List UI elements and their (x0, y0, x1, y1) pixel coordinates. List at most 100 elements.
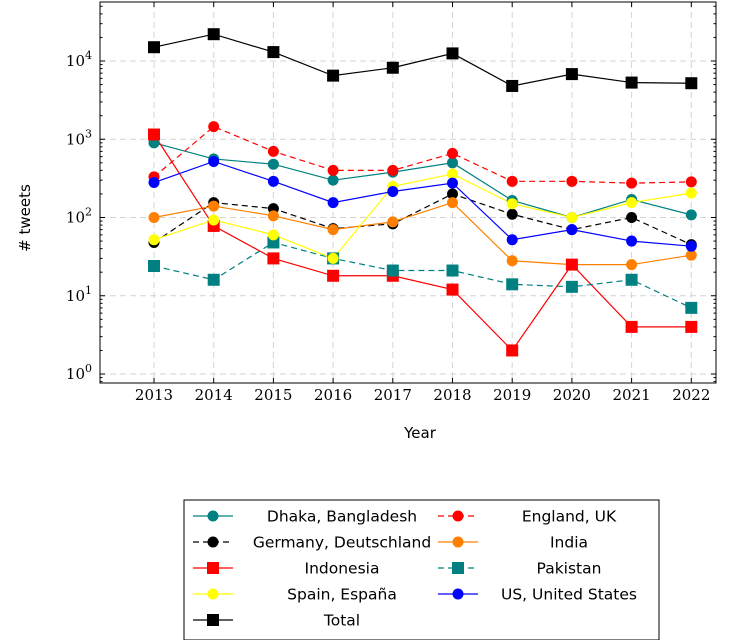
data-point-us-united-states (148, 177, 160, 189)
x-tick-label: 2015 (254, 386, 292, 404)
series-line-us-united-states (153, 160, 692, 247)
data-point-dhaka-bangladesh (267, 158, 279, 170)
legend-box (183, 499, 660, 640)
data-point-spain-espana (447, 168, 458, 180)
data-point-pakistan (446, 264, 459, 277)
data-point-spain-espana (208, 214, 220, 226)
y-tick-label: 102 (66, 206, 92, 227)
data-point-indonesia (446, 283, 459, 296)
data-point-india (327, 224, 339, 236)
data-point-spain-espana (148, 234, 160, 246)
legend-label-indonesia: Indonesia (305, 560, 380, 578)
x-tick-label: 2016 (314, 386, 352, 404)
data-point-spain-espana (327, 252, 339, 264)
data-point-india (208, 200, 220, 212)
legend-label-spain-espana: Spain, España (287, 586, 397, 604)
data-point-total (207, 28, 220, 41)
series-line-india (153, 201, 692, 266)
data-point-pakistan (565, 280, 578, 293)
grid-lines (100, 2, 716, 383)
data-point-total (446, 47, 459, 60)
legend-item-spain-espana: Spain, España (193, 586, 397, 604)
series-line-indonesia (153, 134, 692, 352)
data-point-us-united-states (267, 175, 279, 187)
data-point-indonesia (685, 320, 698, 333)
data-point-total (386, 61, 399, 74)
data-point-spain-espana (685, 187, 697, 199)
x-tick-label: 2017 (374, 386, 412, 404)
data-point-spain-espana (506, 198, 518, 210)
data-point-indonesia (506, 344, 519, 357)
y-axis-label: # tweets (16, 184, 34, 252)
legend-label-us-united-states: US, United States (501, 586, 637, 604)
y-tick-label: 104 (66, 49, 92, 70)
data-point-us-united-states (447, 177, 458, 189)
data-point-spain-espana (267, 229, 279, 241)
data-point-india (387, 216, 399, 228)
x-tick-label: 2014 (195, 386, 233, 404)
data-point-pakistan (506, 278, 519, 291)
legend-item-india: India (438, 534, 588, 552)
data-point-indonesia (565, 258, 578, 271)
legend-marker-germany-deutschland (207, 536, 219, 548)
legend-marker-pakistan (452, 562, 464, 574)
legend-label-total: Total (323, 612, 360, 630)
series-line-pakistan (153, 241, 692, 309)
legend-marker-total (207, 614, 219, 626)
data-point-dhaka-bangladesh (685, 209, 697, 221)
legend-label-england-uk: England, UK (522, 508, 617, 526)
legend-label-pakistan: Pakistan (537, 560, 602, 578)
legend-marker-dhaka-bangladesh (207, 510, 219, 522)
data-point-india (447, 197, 458, 209)
legend-item-england-uk: England, UK (438, 508, 617, 526)
x-tick-label: 2018 (433, 386, 471, 404)
data-point-germany-deutschland (447, 188, 458, 200)
data-point-us-united-states (506, 234, 518, 246)
legend-marker-spain-espana (207, 588, 219, 600)
legend-marker-india (452, 536, 464, 548)
data-point-total (267, 46, 280, 59)
data-point-england-uk (626, 177, 638, 189)
axis-ticks (100, 2, 716, 383)
data-point-indonesia (267, 252, 280, 265)
data-point-england-uk (387, 164, 399, 176)
y-tick-label: 100 (66, 362, 92, 383)
data-point-pakistan (148, 259, 160, 272)
data-point-us-united-states (566, 224, 578, 236)
data-point-india (148, 212, 160, 223)
data-point-pakistan (625, 273, 638, 286)
legend-label-india: India (550, 534, 588, 552)
data-point-us-united-states (685, 240, 697, 252)
data-point-us-united-states (387, 185, 399, 197)
data-point-england-uk (566, 175, 578, 187)
data-point-dhaka-bangladesh (447, 157, 458, 169)
legend-item-germany-deutschland: Germany, Deutschland (193, 534, 431, 552)
data-point-total (327, 69, 340, 82)
data-point-total (685, 77, 698, 90)
legend: Dhaka, Bangladesh England, UK Germany, Deu… (183, 499, 660, 640)
series-line-spain-espana (153, 173, 692, 260)
x-tick-label: 2019 (493, 386, 531, 404)
series-markers (148, 28, 698, 357)
legend-item-us-united-states: US, United States (438, 586, 637, 604)
y-tick-labels: 100 101 102 103 104 (66, 49, 92, 383)
y-tick-label: 103 (66, 127, 92, 148)
x-axis-label: Year (403, 424, 437, 442)
series-line-england-uk (153, 125, 692, 184)
data-point-us-united-states (208, 155, 220, 167)
legend-marker-england-uk (452, 510, 464, 522)
data-point-indonesia (625, 320, 638, 333)
data-point-england-uk (327, 164, 339, 176)
legend-item-total: Total (193, 612, 360, 630)
data-point-india (626, 259, 638, 271)
data-point-total (148, 41, 160, 54)
data-point-pakistan (207, 273, 220, 286)
data-point-pakistan (386, 264, 399, 277)
y-tick-label: 101 (66, 284, 92, 305)
x-tick-label: 2020 (553, 386, 591, 404)
data-point-us-united-states (626, 235, 638, 247)
series-line-dhaka-bangladesh (153, 142, 692, 219)
data-point-total (565, 68, 578, 81)
data-point-total (506, 79, 519, 92)
